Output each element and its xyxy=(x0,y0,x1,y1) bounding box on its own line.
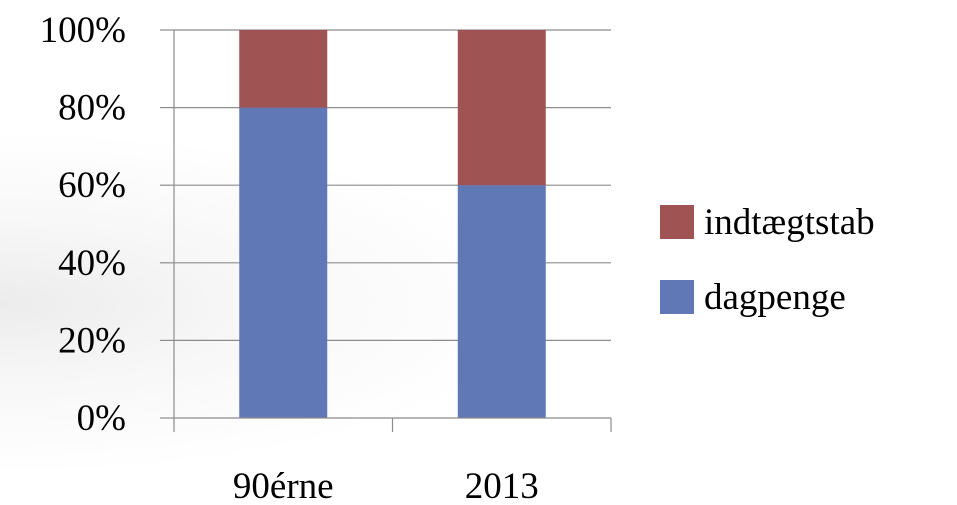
x-category-label: 2013 xyxy=(465,466,539,505)
legend-swatch xyxy=(660,280,694,314)
bar-segment-indt-gtstab xyxy=(239,30,328,108)
legend-swatch xyxy=(660,205,694,239)
legend-label: indtægtstab xyxy=(704,202,875,243)
bars xyxy=(239,30,546,418)
bar-segment-dagpenge xyxy=(239,107,328,418)
y-tick-label: 80% xyxy=(58,88,126,129)
y-tick-label: 60% xyxy=(58,165,126,206)
y-tick-label: 100% xyxy=(40,10,126,51)
y-tick-label: 0% xyxy=(77,398,126,439)
y-tick-label: 20% xyxy=(58,320,126,361)
bar-segment-dagpenge xyxy=(457,185,546,418)
axes xyxy=(160,29,612,432)
legend-label: dagpenge xyxy=(704,277,846,318)
x-category-labels: 90érne 2013 xyxy=(233,466,539,505)
legend: indtægtstab dagpenge xyxy=(660,202,875,318)
y-tick-labels: 0% 20% 40% 60% 80% 100% xyxy=(40,10,126,439)
x-category-label: 90érne xyxy=(233,466,334,505)
bar-segment-indt-gtstab xyxy=(457,30,546,186)
y-tick-label: 40% xyxy=(58,243,126,284)
